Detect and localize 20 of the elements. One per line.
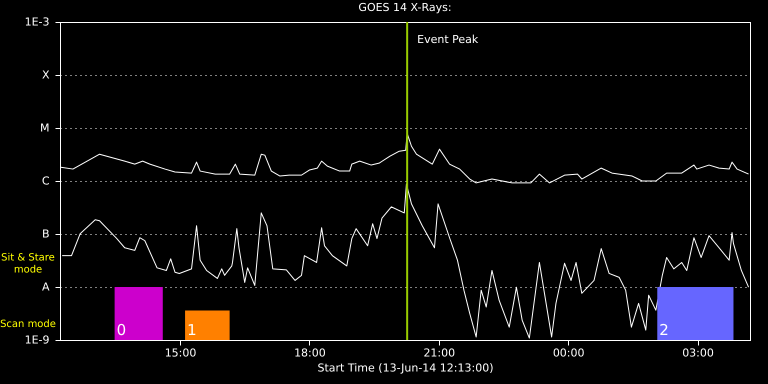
series-label: 2 [659,321,669,339]
text: Sit & Stare mode [1,252,55,276]
y-tick-label: 1E-9 [24,334,50,346]
series-label: 0 [116,321,126,339]
x-axis-title: Start Time (13-Jun-14 12:13:00) [318,362,494,374]
y-tick-label: X [42,68,50,82]
x-tick-label: 00:00 [552,346,585,360]
y-tick-label: 1E-3 [24,16,50,28]
ref-line-label: Event Peak [417,33,479,46]
x-tick-label: 15:00 [164,346,196,360]
series-label: 1 [187,321,197,339]
x-tick-label: 21:00 [423,346,456,360]
x-tick-label: 18:00 [294,346,326,360]
text: Scan mode [0,319,56,330]
y-tick-label: B [42,228,50,240]
y-tick-label: M [40,122,50,134]
chart-title: GOES 14 X-Rays: [358,1,452,14]
y-tick-label: A [42,280,50,294]
y-tick-label: C [42,174,50,188]
x-tick-label: 03:00 [682,346,714,360]
